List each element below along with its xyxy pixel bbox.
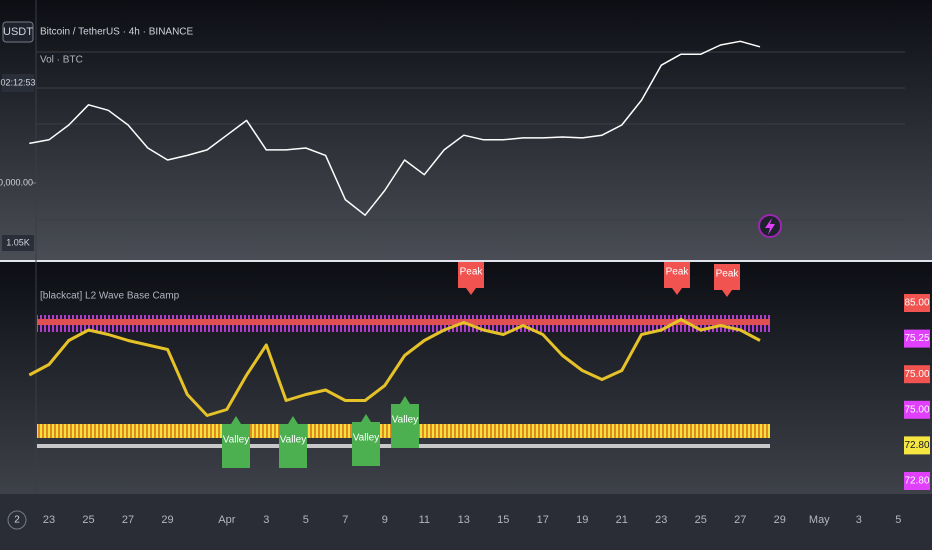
x-tick-label: 3 <box>263 514 269 526</box>
x-tick-label: 7 <box>342 514 348 526</box>
scale-label-box <box>904 400 930 419</box>
valley-label: Valley <box>280 435 307 446</box>
page-number: 2 <box>14 515 20 526</box>
x-tick-label: 5 <box>303 514 309 526</box>
x-tick-label: 19 <box>576 514 588 526</box>
valley-label: Valley <box>223 435 250 446</box>
data-line <box>29 40 761 216</box>
x-tick-label: 27 <box>734 514 746 526</box>
x-tick-label: Apr <box>218 514 235 526</box>
scale-label: 72.80 <box>904 440 929 451</box>
x-tick-label: 23 <box>655 514 667 526</box>
upper-band-line <box>37 319 770 325</box>
indicator-panel <box>0 262 932 494</box>
x-tick-label: 29 <box>161 514 173 526</box>
peak-label: Peak <box>460 267 484 278</box>
valley-label: Valley <box>392 415 419 426</box>
volume-box <box>2 235 34 251</box>
scale-label: 75.25 <box>904 333 929 344</box>
x-tick-label: 23 <box>43 514 55 526</box>
scale-label-box <box>904 365 930 384</box>
x-tick-label: 17 <box>537 514 549 526</box>
scale-label: 75.00 <box>904 404 929 415</box>
peak-label: Peak <box>716 269 740 280</box>
peak-label: Peak <box>666 267 690 278</box>
scale-label-box <box>904 436 930 455</box>
valley-marker <box>391 396 419 448</box>
valley-marker <box>222 416 250 468</box>
countdown: 02:12:53 <box>0 77 35 87</box>
page-button[interactable] <box>7 510 27 530</box>
x-tick-label: 25 <box>695 514 707 526</box>
x-tick-label: 13 <box>458 514 470 526</box>
currency: USDT <box>3 26 33 38</box>
y-tick-label: 80,000.00 <box>0 177 33 187</box>
volume-title: Vol · BTC <box>40 55 83 66</box>
x-tick-label: 29 <box>774 514 786 526</box>
peak-marker <box>664 262 690 295</box>
x-tick-label: 27 <box>122 514 134 526</box>
symbol: Bitcoin / TetherUS · 4h · BINANCE <box>40 27 194 38</box>
x-tick-label: 3 <box>856 514 862 526</box>
scale-label-box <box>904 294 930 312</box>
bolt <box>765 218 775 235</box>
x-tick-label: 25 <box>82 514 94 526</box>
x-tick-label: 5 <box>895 514 901 526</box>
x-tick-label: 21 <box>616 514 628 526</box>
x-tick-label: 9 <box>382 514 388 526</box>
scale-label-box <box>904 472 930 490</box>
valley-marker <box>279 416 307 468</box>
indicator-title: [blackcat] L2 Wave Base Camp <box>40 291 180 302</box>
peak-marker <box>714 264 740 297</box>
countdown-box <box>2 74 34 92</box>
scale-label: 75.00 <box>904 369 929 380</box>
valley-label: Valley <box>353 433 380 444</box>
x-tick-label: 11 <box>419 514 430 526</box>
currency-box[interactable] <box>2 21 34 43</box>
peak-marker <box>458 262 484 295</box>
x-tick-label: May <box>809 514 830 526</box>
time-axis <box>0 494 932 550</box>
scale-label: 85.00 <box>904 298 929 309</box>
scale-label: 72.80 <box>904 476 929 487</box>
valley-marker <box>352 414 380 466</box>
scale-label-box <box>904 329 930 348</box>
x-tick-label: 15 <box>497 514 509 526</box>
data-line <box>28 318 761 417</box>
price-panel <box>0 0 932 260</box>
volume-value: 1.05K <box>6 237 30 247</box>
